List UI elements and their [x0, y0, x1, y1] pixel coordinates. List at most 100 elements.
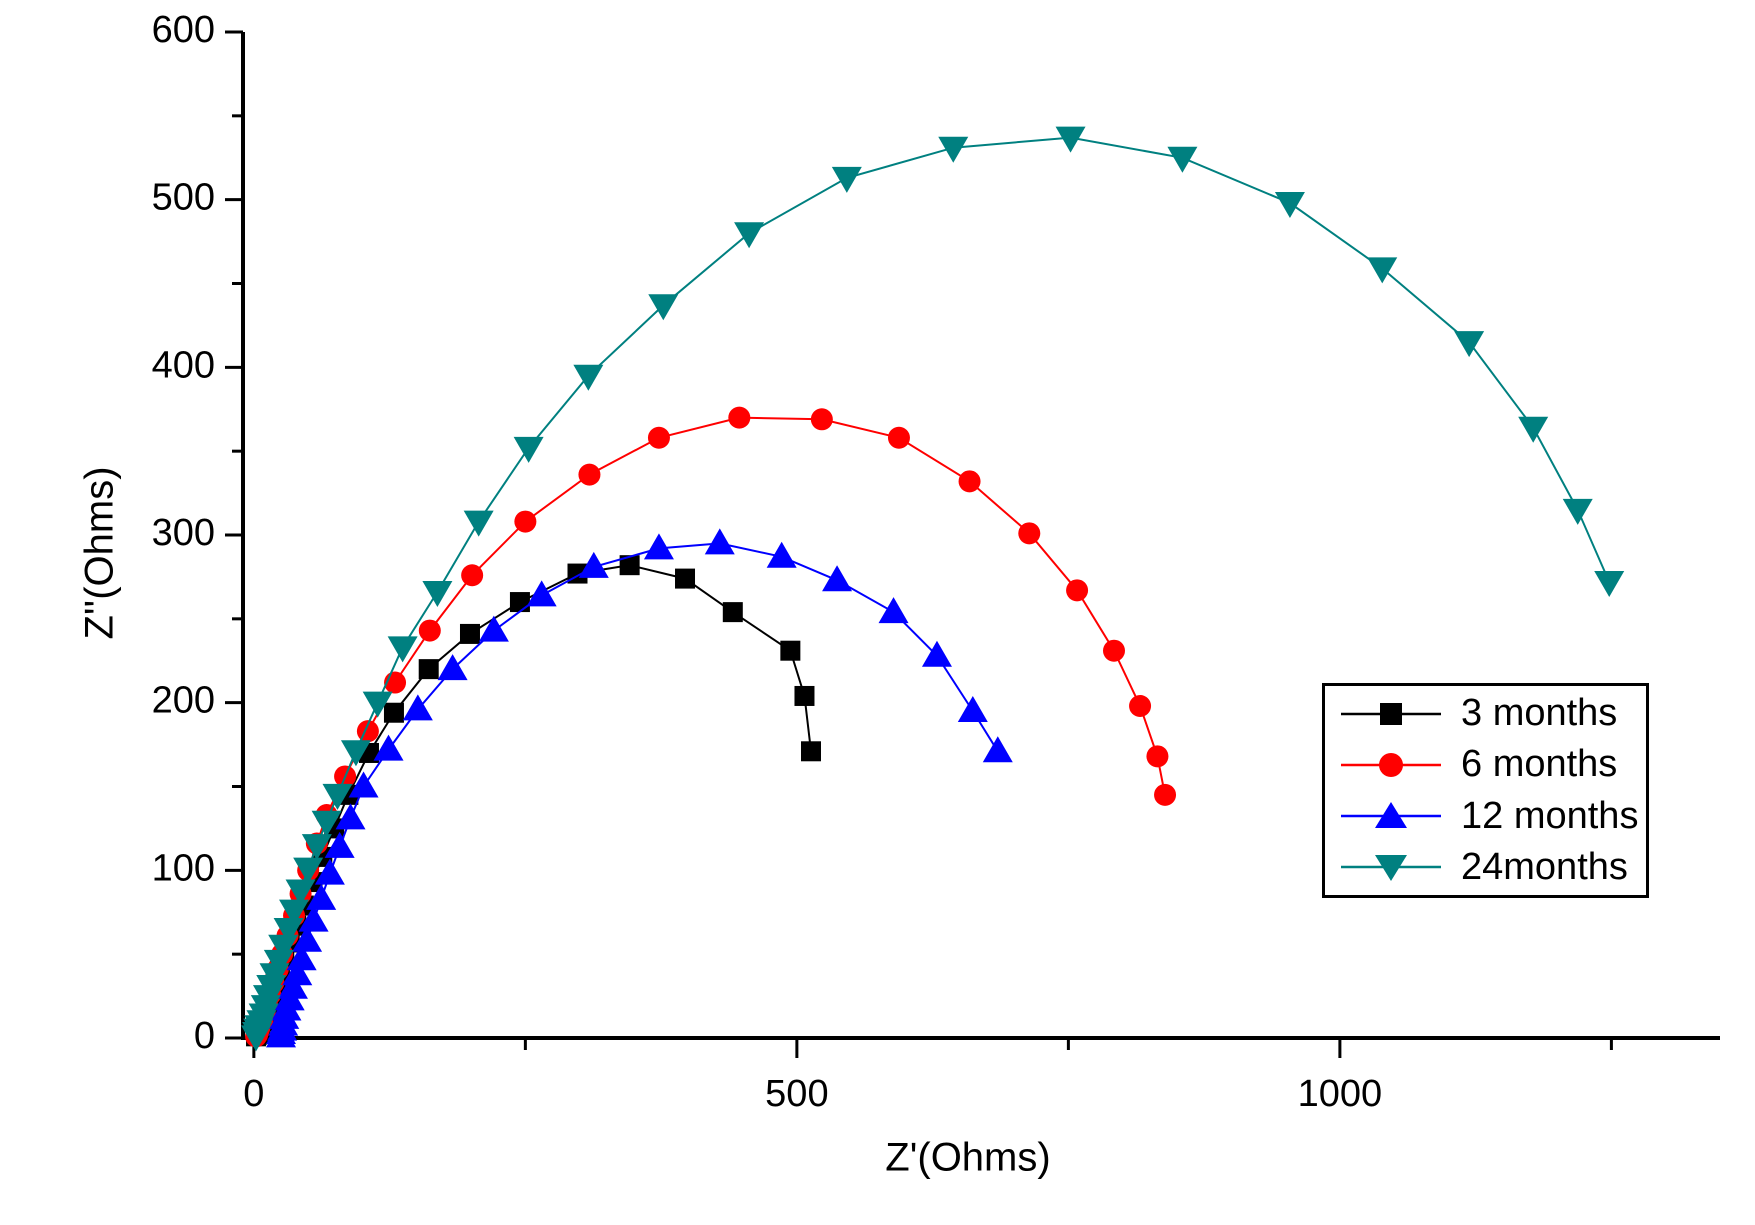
series-line — [255, 136, 1611, 1037]
data-point-square — [619, 555, 640, 576]
data-point-triangle-up — [286, 944, 317, 971]
legend-label: 3 months — [1461, 692, 1618, 735]
data-point-triangle-up — [921, 640, 952, 667]
data-point-circle — [1154, 783, 1177, 806]
legend-item-24-months: 24months — [1325, 842, 1646, 892]
data-point-square — [722, 602, 743, 623]
x-axis-title: Z'(Ohms) — [885, 1135, 1051, 1180]
data-point-triangle-up — [878, 597, 909, 624]
data-point-triangle-up — [982, 736, 1013, 763]
triangle-up-marker-icon — [1341, 802, 1441, 829]
data-point-triangle-up — [402, 694, 433, 721]
data-point-square — [780, 640, 801, 661]
data-point-triangle-up — [578, 551, 609, 578]
square-marker-icon — [1341, 702, 1441, 725]
data-point-circle — [647, 426, 670, 449]
data-point-circle — [958, 470, 981, 493]
data-point-triangle-up — [277, 972, 308, 999]
y-tick-label: 500 — [152, 177, 215, 219]
legend-label: 24months — [1461, 845, 1628, 888]
data-point-triangle-down — [831, 166, 862, 193]
y-tick-label: 200 — [152, 680, 215, 722]
y-tick-label: 300 — [152, 512, 215, 554]
y-axis-title: Z''(Ohms) — [77, 466, 122, 640]
data-point-triangle-down — [1594, 570, 1625, 597]
data-point-triangle-up — [306, 883, 337, 910]
y-tick-label: 600 — [152, 9, 215, 51]
data-point-triangle-down — [1167, 146, 1198, 173]
data-point-triangle-down — [648, 294, 679, 321]
legend-label: 12 months — [1461, 794, 1639, 837]
legend-marker — [1380, 702, 1402, 725]
data-point-circle — [1066, 579, 1089, 602]
data-point-triangle-down — [279, 899, 310, 926]
x-tick-label: 1000 — [1298, 1073, 1383, 1115]
data-point-square — [800, 741, 821, 762]
data-point-circle — [887, 426, 910, 449]
data-point-triangle-up — [348, 771, 379, 798]
data-point-triangle-down — [268, 934, 299, 961]
data-point-triangle-up — [704, 528, 735, 555]
circle-marker-icon — [1341, 752, 1441, 777]
data-point-triangle-up — [766, 541, 797, 568]
data-point-triangle-down — [938, 136, 969, 163]
y-tick-label: 0 — [194, 1015, 215, 1057]
data-point-square — [794, 685, 815, 706]
data-point-square — [418, 659, 439, 680]
data-point-square — [509, 592, 530, 613]
data-point-triangle-up — [292, 925, 323, 952]
data-point-triangle-down — [293, 857, 324, 884]
data-point-triangle-down — [322, 783, 353, 810]
legend-item-6-months: 6 months — [1325, 740, 1646, 790]
data-point-circle — [418, 619, 441, 642]
data-point-triangle-down — [573, 364, 604, 391]
series-12-months — [266, 528, 1013, 1048]
data-point-triangle-down — [285, 879, 316, 906]
data-point-triangle-down — [1454, 331, 1485, 358]
x-tick-label: 0 — [243, 1073, 264, 1115]
data-point-triangle-up — [437, 654, 468, 681]
data-point-triangle-up — [324, 831, 355, 858]
series-line — [255, 416, 1166, 1037]
data-point-circle — [461, 564, 484, 587]
data-point-triangle-up — [957, 696, 988, 723]
data-point-circle — [810, 408, 833, 431]
data-point-triangle-down — [273, 918, 304, 945]
data-point-triangle-up — [526, 580, 557, 607]
legend-item-3-months: 3 months — [1325, 689, 1646, 739]
data-point-triangle-down — [311, 810, 342, 837]
triangle-down-marker-icon — [1341, 855, 1441, 882]
data-point-triangle-up — [282, 959, 313, 986]
x-tick-label: 500 — [765, 1073, 828, 1115]
data-point-circle — [1129, 695, 1152, 718]
data-point-triangle-down — [1518, 416, 1549, 443]
data-point-square — [383, 702, 404, 723]
data-point-triangle-down — [301, 834, 332, 861]
axes: 0 500 1000 0 100 200 300 400 500 600 — [152, 9, 1720, 1115]
legend-marker — [1379, 752, 1403, 777]
data-point-triangle-up — [822, 565, 853, 592]
data-point-circle — [1146, 745, 1169, 768]
data-point-triangle-up — [298, 905, 329, 932]
data-point-triangle-down — [463, 510, 494, 537]
data-point-circle — [1018, 522, 1041, 545]
data-point-circle — [514, 510, 537, 533]
data-point-circle — [578, 463, 601, 486]
data-point-triangle-down — [1274, 192, 1305, 219]
data-point-square — [459, 623, 480, 644]
y-tick-label: 100 — [152, 847, 215, 889]
data-point-triangle-down — [422, 581, 453, 608]
data-point-triangle-down — [362, 691, 393, 718]
legend-label: 6 months — [1461, 743, 1618, 786]
data-point-triangle-down — [340, 740, 371, 767]
series-24months — [241, 126, 1625, 1052]
data-point-circle — [1102, 639, 1125, 662]
data-point-triangle-up — [478, 615, 509, 642]
data-point-triangle-up — [643, 533, 674, 560]
data-point-circle — [728, 406, 751, 429]
legend-item-12-months: 12 months — [1325, 791, 1646, 841]
data-point-triangle-down — [387, 636, 418, 663]
data-point-triangle-down — [513, 436, 544, 463]
